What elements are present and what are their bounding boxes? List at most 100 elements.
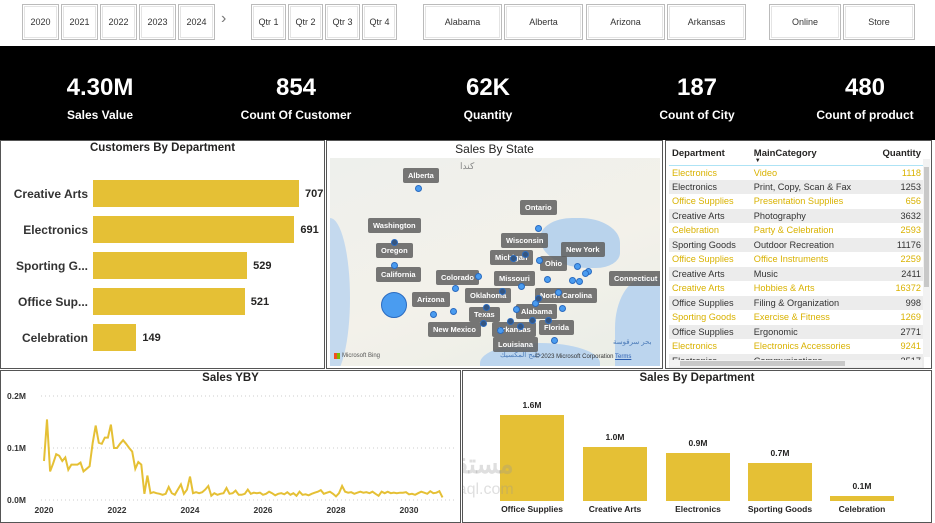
map-bubble[interactable] [517, 282, 525, 290]
map-bubble[interactable] [479, 319, 487, 327]
bar[interactable] [93, 324, 137, 351]
slicer-year-2020[interactable]: 2020 [22, 4, 59, 40]
map-label-new-york[interactable]: New York [561, 242, 605, 257]
bar[interactable] [93, 216, 295, 243]
bar[interactable] [830, 495, 894, 501]
map-label-colorado[interactable]: Colorado [436, 270, 479, 285]
map-bubble[interactable] [506, 317, 514, 325]
map-bubble[interactable] [509, 254, 517, 262]
slicer-year-2023[interactable]: 2023 [139, 4, 176, 40]
map-bubble[interactable] [534, 224, 542, 232]
map-bubble[interactable] [521, 250, 529, 258]
map-label-ontario[interactable]: Ontario [520, 200, 557, 215]
map-bubble[interactable] [390, 238, 398, 246]
column-header-maincategory[interactable]: MainCategory ▼ [751, 143, 872, 165]
map-bubble[interactable] [429, 310, 437, 318]
map-bubble[interactable] [535, 256, 543, 264]
vertical-scrollbar[interactable] [923, 159, 930, 357]
table-row[interactable]: Electronics Electronics Accessories 9241 [669, 339, 924, 354]
map-label-arkansas[interactable]: Arkansas [492, 322, 536, 337]
map-label-alberta[interactable]: Alberta [403, 168, 439, 183]
table-row[interactable]: Office Supplies Filing & Organization 998 [669, 295, 924, 310]
map-label-california[interactable]: California [376, 267, 421, 282]
slicer-quarter-4[interactable]: Qtr 4 [362, 4, 397, 40]
map-label-texas[interactable]: Texas [469, 307, 500, 322]
slicer-quarter-2[interactable]: Qtr 2 [288, 4, 323, 40]
map-label-oregon[interactable]: Oregon [376, 243, 413, 258]
map-bubble[interactable] [544, 316, 552, 324]
slicer-state-alabama[interactable]: Alabama [423, 4, 502, 40]
map-bubble[interactable] [550, 336, 558, 344]
map-bubble[interactable] [554, 288, 562, 296]
map-bubble[interactable] [390, 261, 398, 269]
column-header-department[interactable]: Department [672, 148, 725, 160]
slicer-state-arkansas[interactable]: Arkansas [667, 4, 746, 40]
map-bubble[interactable] [498, 287, 506, 295]
bar[interactable] [666, 452, 730, 501]
bar[interactable] [583, 447, 647, 501]
map-bubble[interactable] [528, 316, 536, 324]
map-label-north-carolina[interactable]: North Carolina [535, 288, 598, 303]
table-row[interactable]: Office Supplies Presentation Supplies 656 [669, 194, 924, 209]
slicer-quarter-1[interactable]: Qtr 1 [251, 4, 286, 40]
map-label-alabama[interactable]: Alabama [516, 304, 558, 319]
map-bubble[interactable] [543, 275, 551, 283]
table-row[interactable]: Creative Arts Hobbies & Arts 16372 [669, 281, 924, 296]
slicer-quarter-3[interactable]: Qtr 3 [325, 4, 360, 40]
slicer-year-2021[interactable]: 2021 [61, 4, 98, 40]
table-row[interactable]: Creative Arts Photography 3632 [669, 208, 924, 223]
map-bubble[interactable] [496, 326, 504, 334]
map-label-ohio[interactable]: Ohio [540, 256, 568, 271]
map-label-new-mexico[interactable]: New Mexico [428, 322, 481, 337]
slicer-channel-online[interactable]: Online [769, 4, 841, 40]
map-label-arizona[interactable]: Arizona [412, 292, 450, 307]
map-canvas[interactable]: كندا بحر سرقوسة خليج المكسيك Alberta Onta… [330, 158, 660, 366]
map-label-florida[interactable]: Florida [539, 320, 575, 335]
table-row[interactable]: Office Supplies Ergonomic 2771 [669, 324, 924, 339]
map-bubble[interactable] [558, 304, 566, 312]
bar[interactable] [93, 288, 245, 315]
map-bubble[interactable] [474, 272, 482, 280]
map-bubble[interactable] [581, 269, 589, 277]
map-bubble[interactable] [575, 277, 583, 285]
table-row[interactable]: Electronics Print, Copy, Scan & Fax 1253 [669, 179, 924, 194]
table-row[interactable]: Sporting Goods Outdoor Recreation 11176 [669, 237, 924, 252]
map-bubble[interactable] [449, 307, 457, 315]
slicer-year-2024[interactable]: 2024 [178, 4, 215, 40]
map-label-connecticut[interactable]: Connecticut [609, 271, 660, 286]
map-bubble[interactable] [451, 284, 459, 292]
map-bubble[interactable] [512, 305, 520, 313]
bar[interactable] [93, 180, 299, 207]
map-bubble[interactable] [573, 262, 581, 270]
table-row[interactable]: Sporting Goods Exercise & Fitness 1269 [669, 310, 924, 325]
map-bubble[interactable] [568, 276, 576, 284]
slicer-channel-store[interactable]: Store [843, 4, 915, 40]
sales-line-series[interactable] [43, 419, 444, 498]
slicer-state-arizona[interactable]: Arizona [586, 4, 665, 40]
bar[interactable] [748, 463, 812, 501]
map-bubble[interactable] [414, 184, 422, 192]
map-bubble[interactable] [516, 322, 524, 330]
chevron-right-icon[interactable]: › [221, 10, 227, 27]
table-row[interactable]: Celebration Party & Celebration 2593 [669, 223, 924, 238]
table-row[interactable]: Electronics Video 1118 [669, 165, 924, 180]
scroll-thumb[interactable] [924, 167, 929, 287]
table-row[interactable]: Creative Arts Music 2411 [669, 266, 924, 281]
column-header-quantity[interactable]: Quantity [882, 148, 921, 160]
slicer-state-alberta[interactable]: Alberta [504, 4, 583, 40]
map-label-louisiana[interactable]: Louisiana [493, 337, 539, 352]
bar[interactable] [500, 415, 564, 501]
terms-link[interactable]: Terms [615, 354, 632, 360]
map-bubble[interactable] [482, 303, 490, 311]
map-label-washington[interactable]: Washington [368, 218, 421, 233]
scroll-thumb[interactable] [680, 361, 845, 366]
map-bubble[interactable] [381, 292, 407, 318]
horizontal-scrollbar[interactable] [670, 360, 922, 367]
map-bubble[interactable] [534, 294, 542, 302]
map-label-wisconsin[interactable]: Wisconsin [501, 233, 549, 248]
cell-quantity: 2771 [871, 324, 924, 339]
slicer-year-2022[interactable]: 2022 [100, 4, 137, 40]
table-row[interactable]: Office Supplies Office Instruments 2259 [669, 252, 924, 267]
bar[interactable] [93, 252, 248, 279]
map-label-missouri[interactable]: Missouri [494, 271, 535, 286]
